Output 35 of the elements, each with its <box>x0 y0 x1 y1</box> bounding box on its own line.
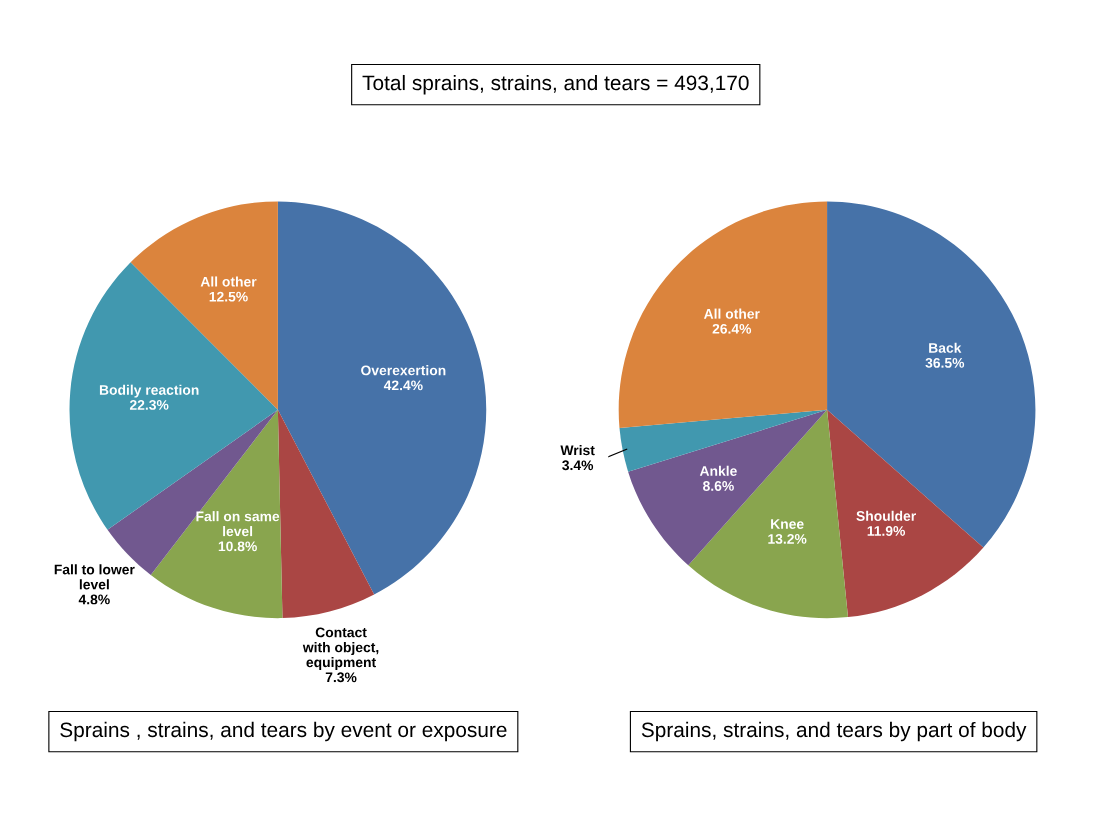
slice-label: Back <box>929 342 962 353</box>
data-label: 13.2% <box>768 534 807 544</box>
slice-label: Contact with object, equipment <box>302 627 379 670</box>
data-label: 10.8% <box>218 541 257 552</box>
slice-label: Overexertion <box>361 365 446 376</box>
slice-label: Ankle <box>699 465 737 476</box>
pie-slice <box>618 201 828 429</box>
data-label: 42.4% <box>383 380 423 391</box>
pie-slice <box>277 201 487 595</box>
text: Sprains, strains, and tears by part of body <box>641 721 1027 742</box>
slice-label: Fall on same level <box>196 511 280 537</box>
data-label: 7.3% <box>325 672 357 683</box>
data-label: 12.5% <box>209 291 248 302</box>
data-label: 36.5% <box>925 357 965 368</box>
slice-label: Shoulder <box>856 510 916 521</box>
data-label: 26.4% <box>712 323 752 334</box>
slice-label: Bodily reaction <box>99 384 199 398</box>
slice-label: Knee <box>771 519 804 529</box>
data-label: 4.8% <box>78 594 110 605</box>
slice-label: Fall to lower level <box>54 564 135 590</box>
data-label: 11.9% <box>867 526 906 536</box>
data-label: 8.6% <box>703 481 734 491</box>
text: Total sprains, strains, and tears = 493,170 <box>362 74 749 95</box>
data-label: 3.4% <box>562 460 594 471</box>
pie-slice <box>628 409 828 566</box>
slice-label: All other <box>200 276 257 287</box>
pie-slice <box>277 409 375 619</box>
slice-label: Wrist <box>560 445 595 456</box>
pie-slice <box>688 409 848 619</box>
data-label: 22.3% <box>129 400 169 410</box>
pie-slice <box>150 409 283 619</box>
pie-slice <box>827 409 984 618</box>
text: Sprains , strains, and tears by event or exposure <box>60 721 507 742</box>
slice-label: All other <box>703 308 760 319</box>
pie-slice <box>827 201 1036 548</box>
